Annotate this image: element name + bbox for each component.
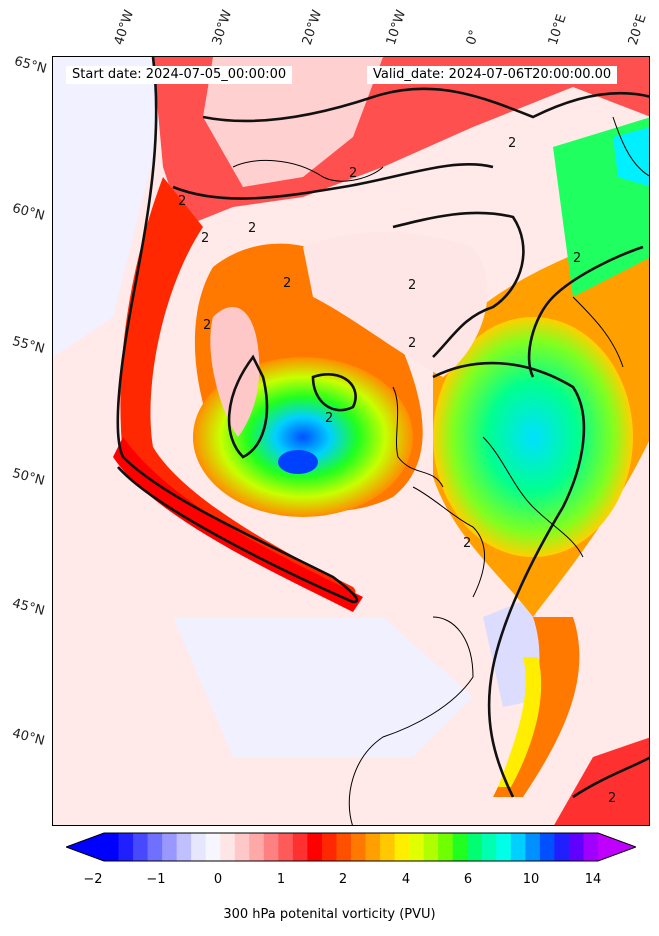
low-pv-region-west [53,57,173,357]
colorbar-cell [351,833,367,861]
colorbar-cell [496,833,512,861]
contour-label: 2 [248,221,256,236]
colorbar-cell [583,833,599,861]
contour-label: 2 [201,231,209,246]
lon-label: 40°W [111,8,138,47]
colorbar-outline [66,832,636,862]
colorbar-tick: 10 [522,872,540,887]
colorbar-cell [481,833,497,861]
colorbar-cell [307,833,323,861]
colorbar-cell [525,833,541,861]
colorbar-tick: 4 [401,872,411,887]
colorbar-tick: 1 [276,872,286,887]
colorbar-cell [409,833,425,861]
contour-label: 2 [178,194,186,209]
colorbar-extend-high [598,833,636,861]
colorbar-cell [423,833,439,861]
start-date-label: Start date: 2024-07-05_00:00:00 [66,66,293,84]
contour-label: 2 [283,276,291,291]
contour-label: 2 [408,278,416,293]
colorbar-cell [365,833,381,861]
coastlines [232,116,649,825]
colorbar-tick: 0 [213,872,223,887]
colorbar-cell [554,833,570,861]
lat-label: 45°N [10,596,47,619]
colorbar-cell [278,833,294,861]
colorbar-cell [220,833,236,861]
colorbar-tick: 6 [463,872,473,887]
colorbar-cell [292,833,308,861]
low-pv-region-south [173,617,473,757]
colorbar-cell [234,833,250,861]
contour-label: 2 [408,336,416,351]
colorbar-tick: −1 [146,872,166,887]
lat-label: 40°N [10,726,47,749]
colorbar-tick: 2 [338,872,348,887]
contour-label: 2 [325,411,333,426]
contour-label: 2 [463,536,471,551]
colorbar-cell [118,833,134,861]
colorbar-tick: −2 [83,872,103,887]
lat-label: 65°N [12,54,49,77]
contour-label: 2 [508,136,516,151]
colorbar-cell [568,833,584,861]
colorbar-cell [467,833,483,861]
tongue-low-pv [210,307,260,437]
lon-label: 10°E [545,12,570,48]
colorbar-cell [263,833,279,861]
colorbar-cell [147,833,163,861]
east-high-pv [433,317,633,557]
lon-label: 20°W [299,8,326,47]
colorbar-cell [510,833,526,861]
colorbar-label: 300 hPa potenital vorticity (PVU) [223,907,436,922]
colorbar-cell [438,833,454,861]
lon-label: 20°E [625,12,650,48]
lat-label: 55°N [10,334,47,357]
contour-label: 2 [349,166,357,181]
colorbar-cell [394,833,410,861]
lon-label: 0° [463,28,483,47]
north-pv-inner [203,57,383,187]
colorbar-cell [104,833,120,861]
north-sea-low-pv [303,232,488,377]
lat-label: 60°N [10,201,47,224]
colorbar-cell [191,833,207,861]
colorbar-cell [133,833,149,861]
contour-label: 2 [608,791,616,806]
colorbar-cell [539,833,555,861]
contour-label: 2 [203,318,211,333]
contour-label: 2 [573,251,581,266]
colorbar-cell [336,833,352,861]
colorbar-cell [380,833,396,861]
trough-band-west [120,177,356,596]
colorbar-tick: 14 [584,872,602,887]
colorbar-extend-low [66,833,104,861]
cutoff-low-center [278,450,318,474]
colorbar-cell [452,833,468,861]
lon-label: 30°W [209,8,236,47]
colorbar-cell [176,833,192,861]
colorbar [66,832,636,862]
lat-label: 50°N [10,466,47,489]
contour-labels: 2 2 2 2 2 2 2 2 2 2 2 2 2 [178,136,616,806]
contour-2pvu [116,57,649,799]
southern-streamer-core [498,657,542,787]
valid-date-label: Valid_date: 2024-07-06T20:00:00.00 [367,66,618,84]
colorbar-cell [162,833,178,861]
lon-label: 10°W [383,8,410,47]
colorbar-cell [321,833,337,861]
colorbar-cell [205,833,221,861]
map-area: 2 2 2 2 2 2 2 2 2 2 2 2 2 [52,56,650,826]
trough-edge [113,437,363,612]
colorbar-cell [249,833,265,861]
pv-field-map: 2 2 2 2 2 2 2 2 2 2 2 2 2 [53,57,649,825]
